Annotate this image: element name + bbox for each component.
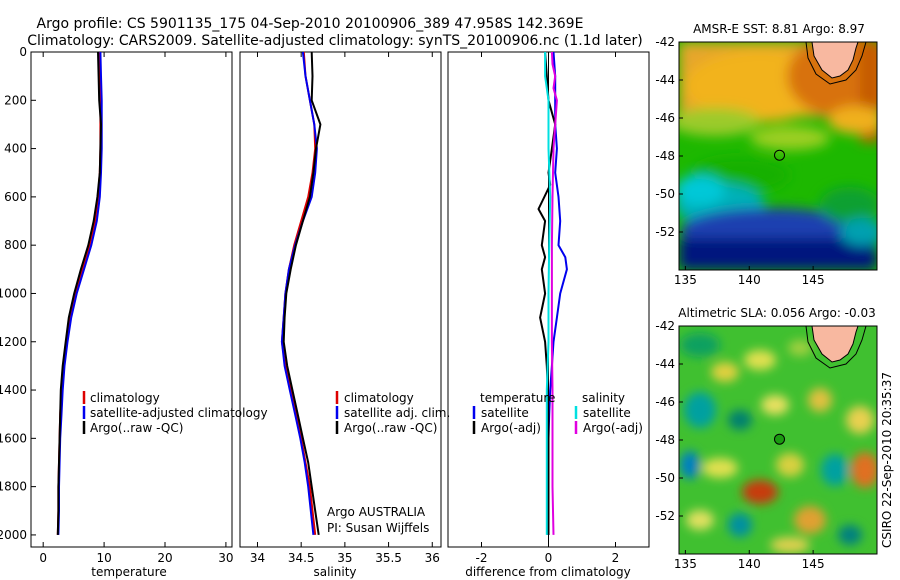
difference-axis-label: difference from climatology	[465, 565, 631, 579]
y-tick-label: 0	[19, 45, 27, 59]
y-tick-label: 600	[4, 190, 27, 204]
legend-label-temp-argo: Argo(-adj)	[481, 421, 541, 435]
y-tick-label: 400	[4, 142, 27, 156]
temperature-axes-box	[30, 51, 233, 548]
legend-label-satellite-adjusted: satellite adj. clim.	[344, 406, 450, 420]
lat-tick-label: -44	[655, 357, 675, 371]
sla-longitude-ticks: 135 140 145	[674, 550, 825, 571]
lat-tick-label: -52	[655, 509, 675, 523]
legend-label-argo: Argo(..raw -QC)	[344, 421, 437, 435]
difference-panel: -2 0 2 difference from climatology tempera…	[447, 51, 650, 579]
temperature-profile-lines	[56, 51, 103, 535]
legend-label-satellite-adjusted: satellite-adjusted climatology	[90, 406, 268, 420]
lon-tick-label: 135	[674, 273, 697, 287]
x-tick-label: 34	[250, 551, 265, 565]
sst-latitude-ticks: -42 -44 -46 -48 -50 -52	[655, 35, 683, 239]
series-line-satellite-adjusted-climatology	[57, 51, 103, 535]
lat-tick-label: -46	[655, 111, 675, 125]
lat-tick-label: -44	[655, 73, 675, 87]
legend-label-climatology: climatology	[344, 391, 414, 405]
y-tick-label: 2000	[0, 528, 27, 542]
lat-tick-label: -50	[655, 187, 675, 201]
series-line-argo-raw-qc-	[282, 51, 322, 536]
x-tick-label: 34.5	[288, 551, 315, 565]
lat-tick-label: -42	[655, 35, 675, 49]
y-tick-label: 1200	[0, 335, 27, 349]
y-tick-label: 1400	[0, 383, 27, 397]
y-tick-label: 200	[4, 93, 27, 107]
series-line-salinity-satellite	[544, 52, 552, 535]
x-tick-label: 2	[612, 551, 620, 565]
temperature-legend: climatology satellite-adjusted climatolo…	[82, 391, 268, 435]
lat-tick-label: -48	[655, 149, 675, 163]
sst-land-contour	[805, 42, 867, 85]
legend-label-sal-argo: Argo(-adj)	[583, 421, 643, 435]
sst-map-title: AMSR-E SST: 8.81 Argo: 8.97	[693, 22, 865, 36]
x-tick-label: 10	[96, 551, 111, 565]
sla-land-outline	[811, 326, 859, 363]
lon-tick-label: 145	[802, 557, 825, 571]
salinity-axis-label: salinity	[313, 565, 356, 579]
lat-tick-label: -48	[655, 433, 675, 447]
lat-tick-label: -50	[655, 471, 675, 485]
lon-tick-label: 145	[802, 273, 825, 287]
legend-label-temp-satellite: satellite	[481, 406, 529, 420]
legend-label-climatology: climatology	[90, 391, 160, 405]
sla-latitude-ticks: -42 -44 -46 -48 -50 -52	[655, 319, 683, 523]
sst-argo-position-marker	[774, 149, 785, 161]
lat-tick-label: -42	[655, 319, 675, 333]
x-tick-label: 0	[39, 551, 47, 565]
pi-annotation: PI: Susan Wijffels	[327, 521, 429, 535]
difference-profile-lines	[537, 51, 568, 547]
y-tick-label: 800	[4, 238, 27, 252]
sla-map-title: Altimetric SLA: 0.056 Argo: -0.03	[678, 306, 875, 320]
legend-heading-temperature: temperature	[480, 391, 555, 405]
temperature-panel: 0 200 400 600 800 1000 1200 1400 1600 1800 2000 0 1…	[0, 45, 268, 579]
lon-tick-label: 140	[738, 557, 761, 571]
salinity-profile-lines	[280, 51, 322, 536]
sla-map-panel: Altimetric SLA: 0.056 Argo: -0.03	[655, 306, 878, 571]
sst-map-panel: AMSR-E SST: 8.81 Argo: 8.97	[655, 22, 878, 287]
series-line-climatology	[56, 51, 102, 535]
x-tick-label: 30	[218, 551, 233, 565]
x-tick-label: 0	[545, 551, 553, 565]
sla-land-contour	[805, 326, 867, 369]
csiro-timestamp: CSIRO 22-Sep-2010 20:35:37	[880, 372, 894, 548]
x-tick-label: 35	[337, 551, 352, 565]
lat-tick-label: -46	[655, 395, 675, 409]
x-tick-label: 36	[425, 551, 440, 565]
legend-label-argo: Argo(..raw -QC)	[90, 421, 183, 435]
salinity-axes-box	[239, 51, 442, 548]
argo-program-annotation: Argo AUSTRALIA	[327, 505, 426, 519]
salinity-panel: 34 34.5 35 35.5 36 salinity climatology sate…	[239, 51, 450, 579]
lon-tick-label: 140	[738, 273, 761, 287]
legend-heading-salinity: salinity	[582, 391, 625, 405]
series-line-salinity-argo-adj-	[550, 51, 558, 535]
legend-label-sal-satellite: satellite	[583, 406, 631, 420]
temperature-axis-label: temperature	[91, 565, 166, 579]
sla-argo-position-marker	[774, 433, 785, 445]
sst-longitude-ticks: 135 140 145	[674, 266, 825, 287]
difference-legend: temperature satellite Argo(-adj) salinit…	[472, 391, 643, 435]
figure-title-line-1: Argo profile: CS 5901135_175 04-Sep-2010…	[37, 16, 584, 32]
series-line-argo-raw-qc-	[56, 51, 102, 535]
y-tick-label: 1800	[0, 480, 27, 494]
sst-land-outline	[811, 42, 859, 79]
figure-title-line-2: Climatology: CARS2009. Satellite-adjuste…	[27, 33, 642, 49]
lat-tick-label: -52	[655, 225, 675, 239]
depth-axis-ticks: 0 200 400 600 800 1000 1200 1400 1600 1800 2000	[0, 45, 36, 542]
y-tick-label: 1600	[0, 431, 27, 445]
temperature-axis-ticks: 0 10 20 30	[39, 52, 234, 565]
x-tick-label: 35.5	[375, 551, 402, 565]
salinity-legend: climatology satellite adj. clim. Argo(..…	[335, 391, 450, 435]
salinity-axis-ticks: 34 34.5 35 35.5 36	[250, 52, 440, 565]
y-tick-label: 1000	[0, 286, 27, 300]
x-tick-label: 20	[157, 551, 172, 565]
sst-field	[679, 42, 877, 270]
x-tick-label: -2	[476, 551, 488, 565]
lon-tick-label: 135	[674, 557, 697, 571]
